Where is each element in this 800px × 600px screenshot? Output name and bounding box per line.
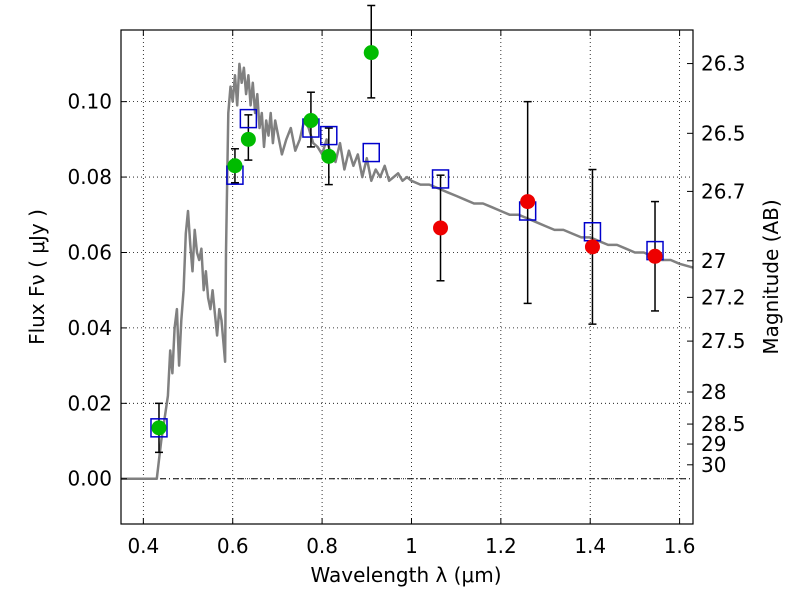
observed-flux-point bbox=[303, 113, 319, 129]
observed-flux-point bbox=[240, 131, 256, 147]
magnitude-tick-label: 28.5 bbox=[701, 412, 746, 436]
x-tick-label: 1.6 bbox=[664, 534, 696, 558]
observed-flux-point bbox=[433, 220, 449, 236]
plot-background bbox=[121, 30, 693, 524]
magnitude-tick-label: 26.7 bbox=[701, 179, 746, 203]
observed-flux-point bbox=[321, 148, 337, 164]
magnitude-tick-label: 30 bbox=[701, 453, 726, 477]
model-flux-square bbox=[150, 418, 168, 438]
model-flux-square bbox=[431, 169, 450, 189]
y-tick-label: 0.10 bbox=[67, 90, 112, 114]
model-spectrum bbox=[121, 62, 694, 480]
x-tick-label: 0.8 bbox=[306, 534, 338, 558]
y-tick-label: 0.08 bbox=[67, 165, 112, 189]
model-flux-square bbox=[239, 108, 258, 129]
x-tick-label: 0.6 bbox=[217, 534, 249, 558]
y-axis-ticks: 0.00 0.02 0.04 0.06 0.08 0.10 bbox=[67, 90, 127, 491]
observed-flux-point bbox=[647, 248, 663, 264]
x-tick-label: 1.2 bbox=[485, 534, 517, 558]
y-tick-label: 0.06 bbox=[67, 240, 112, 264]
magnitude-axis-label: Magnitude (AB) bbox=[759, 199, 783, 354]
magnitude-tick-label: 29 bbox=[701, 432, 726, 456]
x-tick-label: 0.4 bbox=[127, 534, 159, 558]
model-flux-square bbox=[320, 125, 338, 146]
x-axis-label: Wavelength λ (μm) bbox=[310, 563, 501, 587]
x-axis-ticks: 0.4 0.6 0.8 1 1.2 1.4 1.6 bbox=[127, 30, 696, 558]
observed-flux-point bbox=[363, 45, 379, 61]
y-axis-label: Flux Fν ( μJy ) bbox=[25, 209, 49, 345]
y-tick-label: 0.00 bbox=[67, 467, 112, 491]
observed-flux-point bbox=[151, 420, 167, 436]
magnitude-tick-label: 27 bbox=[701, 249, 726, 273]
plot-frame bbox=[120, 29, 694, 525]
model-flux-square bbox=[362, 142, 380, 163]
observed-flux-point bbox=[584, 239, 600, 255]
y-tick-label: 0.04 bbox=[67, 316, 112, 340]
magnitude-tick-label: 27.2 bbox=[701, 285, 746, 309]
magnitude-tick-label: 28 bbox=[701, 380, 726, 404]
markers bbox=[150, 45, 664, 438]
x-tick-label: 1 bbox=[405, 534, 418, 558]
grid bbox=[121, 30, 693, 524]
magnitude-tick-label: 26.3 bbox=[701, 52, 746, 76]
magnitude-tick-label: 26.5 bbox=[701, 121, 746, 145]
y-tick-label: 0.02 bbox=[67, 391, 112, 415]
magnitude-tick-label: 27.5 bbox=[701, 329, 746, 353]
spectrum-line bbox=[121, 62, 694, 480]
x-tick-label: 1.4 bbox=[574, 534, 606, 558]
observed-flux-point bbox=[520, 194, 536, 210]
observed-flux-point bbox=[227, 158, 243, 174]
